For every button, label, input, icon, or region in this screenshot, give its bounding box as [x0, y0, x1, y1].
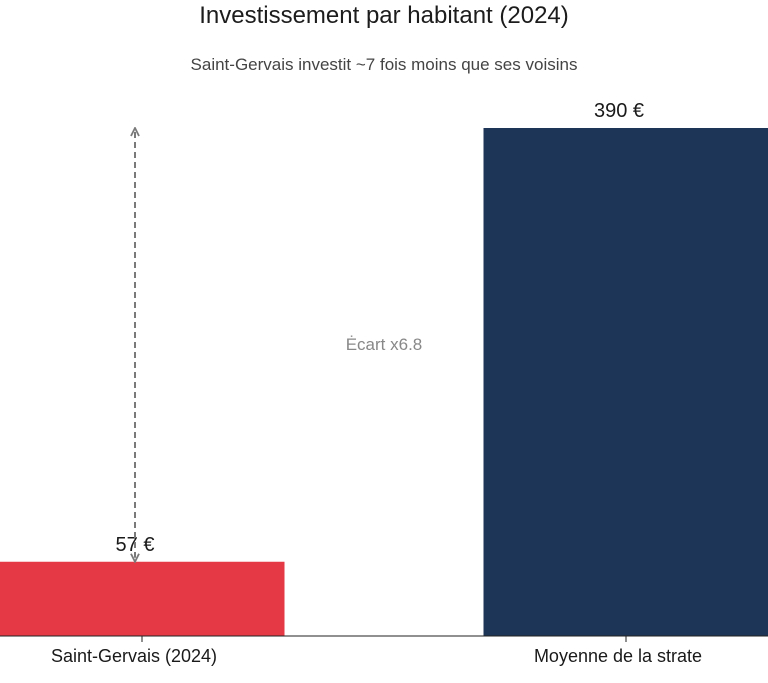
gap-annotation-label: Ėcart x6.8	[346, 335, 423, 354]
value-label: 390 €	[594, 100, 644, 122]
bar-0	[0, 561, 285, 636]
chart-title: Investissement par habitant (2024)	[199, 2, 569, 29]
category-label: Saint-Gervais (2024)	[51, 646, 217, 666]
bar-1	[483, 128, 768, 636]
category-label: Moyenne de la strate	[534, 646, 702, 666]
chart-subtitle: Saint-Gervais investit ~7 fois moins que…	[190, 55, 578, 74]
